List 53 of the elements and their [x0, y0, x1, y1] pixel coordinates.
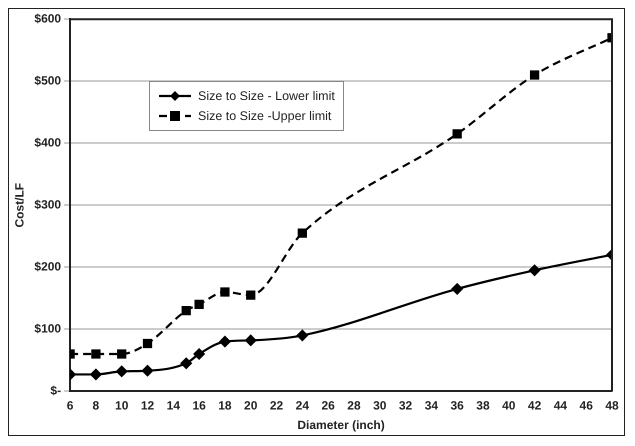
x-tick-label: 40 [502, 398, 516, 413]
x-tick-label: 46 [580, 398, 594, 413]
x-tick-label: 14 [166, 398, 180, 413]
point [298, 228, 307, 238]
point [452, 129, 462, 139]
x-tick-label: 24 [296, 398, 310, 413]
point [194, 300, 204, 310]
point [246, 290, 256, 300]
point [296, 330, 308, 341]
point [116, 366, 128, 377]
x-tick-label: 32 [398, 398, 413, 413]
point [180, 358, 192, 369]
point [528, 264, 540, 276]
x-tick-label: 16 [192, 398, 206, 413]
point [194, 348, 205, 360]
x-tick-label: 38 [476, 398, 490, 413]
x-tick-label: 36 [450, 398, 464, 413]
x-tick-label: 18 [218, 398, 232, 413]
x-tick-label: 22 [270, 398, 284, 413]
y-tick-label: $500 [34, 74, 62, 88]
point [182, 306, 191, 316]
point [91, 349, 101, 359]
point [530, 70, 540, 80]
y-tick-label: $100 [34, 322, 62, 336]
x-tick-label: 28 [347, 398, 361, 413]
x-tick-label: 12 [140, 398, 155, 413]
point [117, 349, 126, 359]
y-tick-label: $600 [34, 12, 62, 26]
x-tick-label: 34 [424, 398, 438, 413]
point [142, 338, 152, 348]
point [245, 334, 256, 346]
y-tick-label: $200 [34, 260, 62, 274]
y-axis-title: Cost/LF [12, 182, 27, 228]
x-tick-label: 10 [115, 398, 129, 413]
y-tick-label: $- [50, 384, 62, 398]
y-tick-label: $300 [34, 198, 62, 212]
point [142, 365, 154, 376]
x-tick-label: 44 [554, 398, 568, 413]
x-tick-label: 48 [605, 398, 619, 413]
x-tick-label: 8 [92, 398, 100, 413]
x-tick-label: 20 [244, 398, 258, 413]
x-tick-label: 30 [373, 398, 387, 413]
x-tick-label: 6 [66, 398, 74, 413]
legend-label: Size to Size - Lower limit [198, 88, 335, 105]
point [220, 287, 230, 297]
x-tick-label: 26 [321, 398, 336, 413]
legend-label: Size to Size -Upper limit [198, 108, 332, 125]
point [219, 336, 231, 348]
point [90, 368, 102, 380]
y-tick-label: $400 [34, 136, 62, 150]
x-tick-label: 42 [528, 398, 542, 413]
point [452, 283, 463, 294]
x-axis-title: Diameter (inch) [297, 418, 385, 432]
